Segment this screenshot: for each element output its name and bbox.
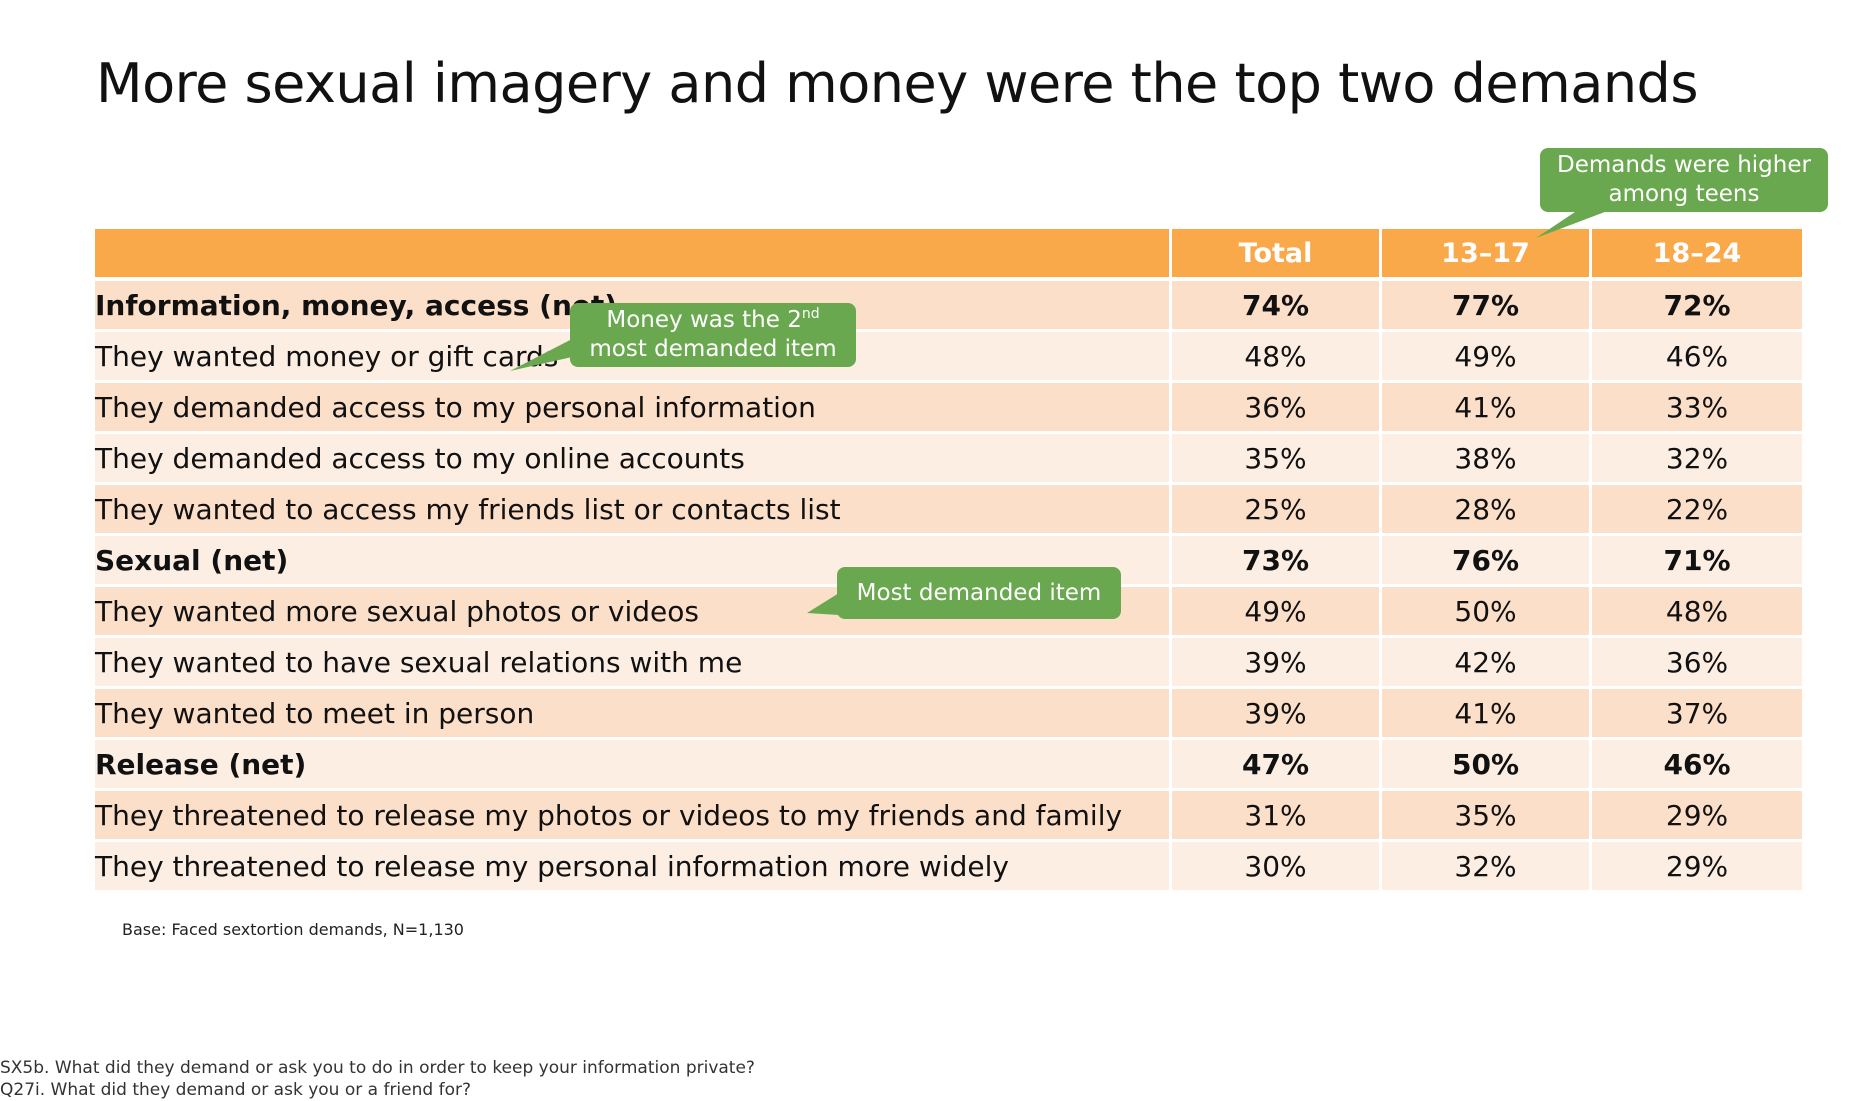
table-header-row: Total 13–17 18–24: [95, 229, 1802, 281]
cell-18-24: 46%: [1592, 332, 1802, 383]
table-row: They wanted to access my friends list or…: [95, 485, 1802, 536]
callout-teens-line1: Demands were higher: [1557, 152, 1811, 178]
cell-total: 73%: [1172, 536, 1382, 587]
callout-most-pointer: [807, 593, 839, 615]
footnote-1: SX5b. What did they demand or ask you to…: [0, 1058, 755, 1078]
cell-18-24: 33%: [1592, 383, 1802, 434]
row-label: They wanted to access my friends list or…: [95, 485, 1172, 536]
callout-most-demanded: Most demanded item: [807, 567, 1121, 619]
table-body: Information, money, access (net) 74% 77% 72…: [95, 281, 1802, 893]
cell-total: 39%: [1172, 638, 1382, 689]
table-row: They wanted to meet in person 39% 41% 37%: [95, 689, 1802, 740]
table-net-row: Release (net) 47% 50% 46%: [95, 740, 1802, 791]
callout-teens-pointer: [1536, 210, 1610, 238]
row-label: They wanted to meet in person: [95, 689, 1172, 740]
cell-13-17: 77%: [1382, 281, 1592, 332]
cell-13-17: 49%: [1382, 332, 1592, 383]
cell-13-17: 32%: [1382, 842, 1592, 893]
cell-total: 36%: [1172, 383, 1382, 434]
callout-money-line2: most demanded item: [589, 336, 837, 362]
cell-18-24: 48%: [1592, 587, 1802, 638]
footnotes: SX5b. What did they demand or ask you to…: [0, 1057, 755, 1101]
cell-13-17: 50%: [1382, 740, 1592, 791]
table-net-row: Information, money, access (net) 74% 77% 72…: [95, 281, 1802, 332]
base-note: Base: Faced sextortion demands, N=1,130: [122, 920, 464, 939]
cell-total: 25%: [1172, 485, 1382, 536]
table-row: They demanded access to my online accoun…: [95, 434, 1802, 485]
callout-money: Money was the 2nd most demanded item: [510, 303, 856, 371]
table-row: They wanted more sexual photos or videos…: [95, 587, 1802, 638]
callout-money-superscript: nd: [801, 306, 820, 322]
cell-18-24: 22%: [1592, 485, 1802, 536]
callout-teens-line2: among teens: [1608, 181, 1760, 207]
cell-total: 49%: [1172, 587, 1382, 638]
cell-total: 39%: [1172, 689, 1382, 740]
page-title: More sexual imagery and money were the t…: [96, 52, 1698, 115]
cell-18-24: 29%: [1592, 791, 1802, 842]
cell-13-17: 76%: [1382, 536, 1592, 587]
cell-total: 31%: [1172, 791, 1382, 842]
cell-total: 74%: [1172, 281, 1382, 332]
table-net-row: Sexual (net) 73% 76% 71%: [95, 536, 1802, 587]
cell-18-24: 37%: [1592, 689, 1802, 740]
table-row: They wanted to have sexual relations wit…: [95, 638, 1802, 689]
callout-teens: Demands were higher among teens: [1536, 148, 1828, 238]
row-label: They demanded access to my personal info…: [95, 383, 1172, 434]
cell-13-17: 28%: [1382, 485, 1592, 536]
row-label: They demanded access to my online accoun…: [95, 434, 1172, 485]
cell-13-17: 35%: [1382, 791, 1592, 842]
footnote-2: Q27i. What did they demand or ask you or…: [0, 1080, 471, 1100]
cell-total: 35%: [1172, 434, 1382, 485]
cell-13-17: 41%: [1382, 689, 1592, 740]
row-label: Sexual (net): [95, 536, 1172, 587]
row-label: They threatened to release my photos or …: [95, 791, 1172, 842]
cell-total: 48%: [1172, 332, 1382, 383]
row-label: Release (net): [95, 740, 1172, 791]
table-row: They threatened to release my photos or …: [95, 791, 1802, 842]
callout-most-text: Most demanded item: [856, 580, 1102, 606]
header-13-17: 13–17: [1382, 229, 1592, 281]
cell-18-24: 72%: [1592, 281, 1802, 332]
cell-13-17: 42%: [1382, 638, 1592, 689]
callout-money-line1: Money was the 2nd: [606, 306, 820, 333]
cell-18-24: 36%: [1592, 638, 1802, 689]
table-row: They threatened to release my personal i…: [95, 842, 1802, 893]
table-row: They demanded access to my personal info…: [95, 383, 1802, 434]
header-total: Total: [1172, 229, 1382, 281]
row-label: They wanted to have sexual relations wit…: [95, 638, 1172, 689]
callout-money-pointer: [510, 339, 572, 371]
cell-total: 47%: [1172, 740, 1382, 791]
cell-18-24: 46%: [1592, 740, 1802, 791]
cell-13-17: 50%: [1382, 587, 1592, 638]
header-blank: [95, 229, 1172, 281]
header-18-24: 18–24: [1592, 229, 1802, 281]
cell-13-17: 38%: [1382, 434, 1592, 485]
cell-18-24: 71%: [1592, 536, 1802, 587]
cell-18-24: 32%: [1592, 434, 1802, 485]
table-row: They wanted money or gift cards 48% 49% 46%: [95, 332, 1802, 383]
cell-total: 30%: [1172, 842, 1382, 893]
row-label: They threatened to release my personal i…: [95, 842, 1172, 893]
cell-13-17: 41%: [1382, 383, 1592, 434]
demands-table: Total 13–17 18–24 Information, money, ac…: [95, 229, 1802, 893]
cell-18-24: 29%: [1592, 842, 1802, 893]
